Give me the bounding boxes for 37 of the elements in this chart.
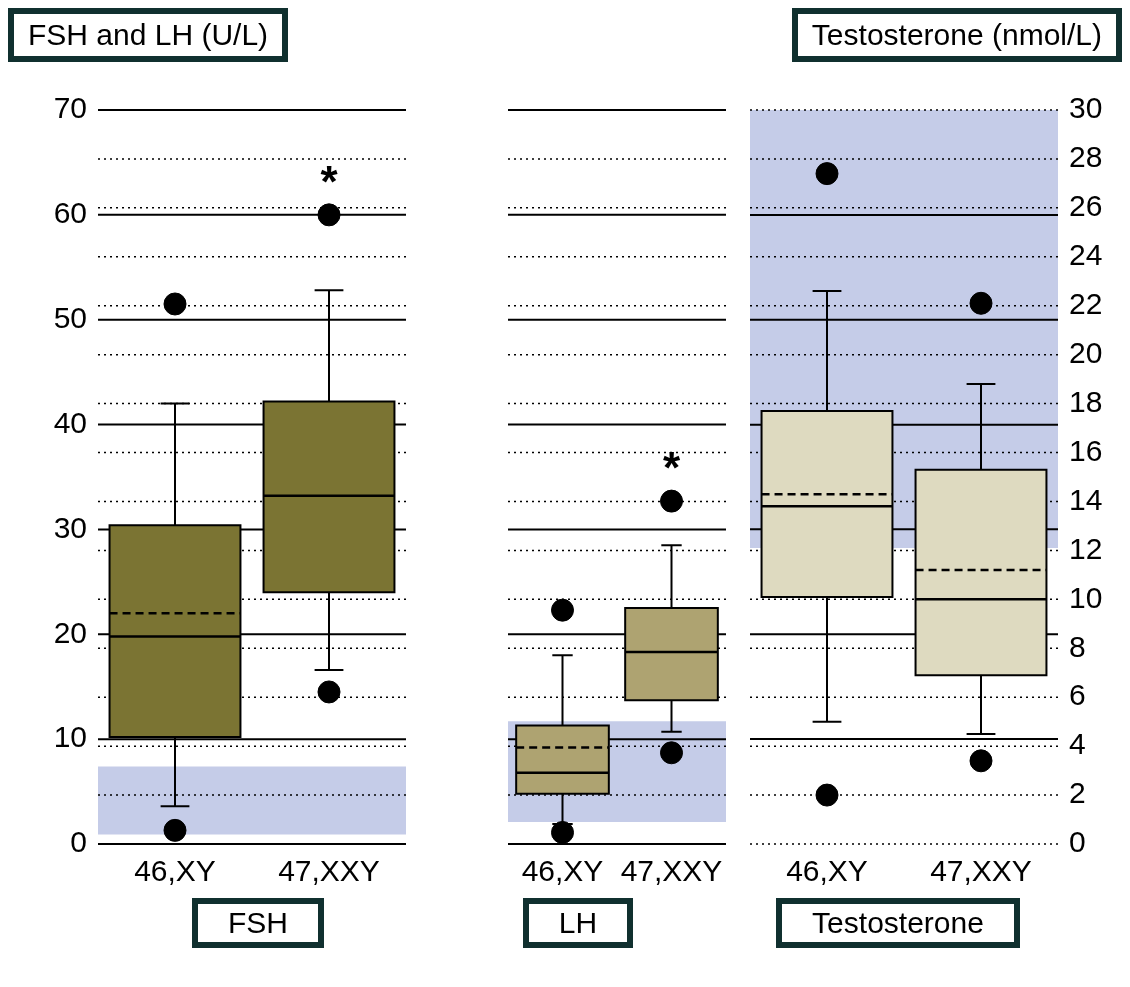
x-axis-title: LH (522, 898, 634, 948)
annotation: * (320, 157, 339, 206)
y2-tick-label: 18 (1069, 384, 1103, 418)
annotation: * (662, 443, 681, 493)
y2-tick-label: 26 (1069, 189, 1103, 223)
y2-tick-label: 30 (1069, 91, 1103, 125)
y2-tick-label: 16 (1069, 433, 1103, 467)
y-tick-label: 60 (53, 196, 87, 230)
y-tick-label: 20 (53, 615, 87, 649)
x-tick-label: 47,XXY (620, 854, 723, 888)
y2-tick-label: 14 (1069, 482, 1103, 516)
y2-tick-label: 20 (1069, 335, 1103, 369)
y-tick-label: 10 (53, 720, 87, 754)
x-tick-label: 47,XXY (930, 854, 1032, 888)
x-tick-label: 46,XY (786, 854, 868, 888)
x-axis-title: Testosterone (776, 898, 1020, 948)
y-axis-title: FSH and LH (U/L) (8, 8, 289, 62)
y2-tick-label: 4 (1069, 727, 1086, 761)
y2-tick-label: 22 (1069, 287, 1103, 320)
x-tick-label: 46,XY (134, 854, 216, 888)
y2-tick-label: 2 (1069, 776, 1086, 810)
y2-tick-label: 12 (1069, 531, 1103, 565)
x-tick-label: 46,XY (521, 854, 604, 888)
x-axis-title: FSH (192, 898, 324, 948)
y-tick-label: 70 (53, 91, 87, 125)
y2-tick-label: 8 (1069, 629, 1086, 663)
y-tick-label: 50 (53, 300, 87, 334)
y2-axis-title: Testosterone (nmol/L) (791, 8, 1122, 62)
y2-tick-label: 24 (1069, 238, 1103, 272)
y-tick-label: 0 (70, 825, 87, 859)
y2-tick-label: 6 (1069, 678, 1086, 712)
y2-tick-label: 0 (1069, 825, 1086, 859)
y-tick-label: 40 (53, 405, 87, 439)
x-tick-label: 47,XXY (278, 854, 380, 888)
y2-tick-label: 28 (1069, 140, 1103, 174)
y-tick-label: 30 (53, 510, 87, 544)
y2-tick-label: 10 (1069, 580, 1103, 614)
